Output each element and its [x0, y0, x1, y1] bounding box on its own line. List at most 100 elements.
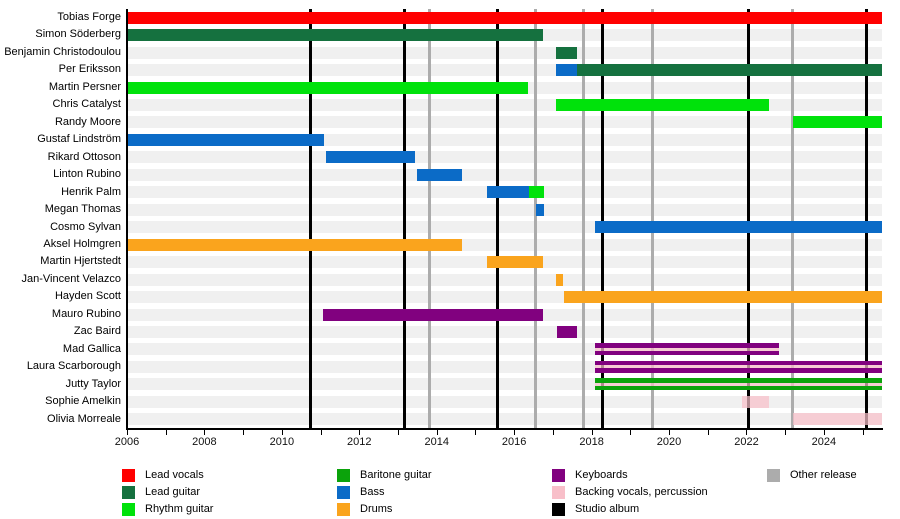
x-tick-label: 2010 [269, 436, 295, 448]
legend-item: Keyboards [552, 467, 708, 484]
legend-swatch-backing [552, 486, 565, 499]
legend-item: Baritone guitar [337, 467, 432, 484]
member-label: Rikard Ottoson [47, 150, 121, 163]
member-label: Mauro Rubino [51, 307, 121, 320]
x-axis-tick [436, 430, 438, 435]
row-band [127, 203, 882, 216]
timeline-bar-drums [555, 273, 563, 286]
x-tick-label: 2006 [114, 436, 140, 448]
timeline-bar-keyboards [595, 368, 882, 373]
x-axis-tick [320, 430, 322, 435]
legend-label: Lead guitar [145, 486, 201, 498]
timeline-bar-rhythm_guitar [792, 116, 882, 129]
x-tick-label: 2008 [192, 436, 217, 448]
legend-swatch-other_release [767, 469, 780, 482]
timeline-bar-keyboards [595, 343, 779, 348]
member-label: Laura Scarborough [26, 360, 121, 373]
other-release-line [791, 9, 795, 429]
legend-label: Bass [360, 486, 385, 498]
timeline-bar-bass [555, 64, 577, 77]
timeline-bar-lead_guitar [555, 46, 577, 59]
x-axis-tick [127, 430, 128, 435]
row-band [127, 325, 882, 338]
timeline-bar-backing [741, 395, 769, 408]
x-tick-label: 2012 [347, 436, 372, 448]
x-axis-tick [475, 430, 477, 435]
timeline-bar-lead_guitar [127, 29, 543, 42]
legend-item: Studio album [552, 501, 708, 518]
timeline-bar-lead_vocals [127, 11, 882, 24]
timeline-bar-rhythm_guitar [127, 81, 529, 94]
other-release-line [427, 9, 431, 429]
legend-label: Keyboards [575, 469, 628, 481]
x-axis-tick [669, 430, 671, 435]
legend-label: Rhythm guitar [145, 503, 214, 515]
legend-swatch-drums [337, 503, 350, 516]
row-band [127, 413, 882, 426]
timeline-bar-keyboards [556, 325, 577, 338]
timeline-bar-keyboards [322, 308, 543, 321]
timeline-bar-stripe-backing [595, 382, 882, 386]
legend-label: Lead vocals [145, 469, 204, 481]
legend-column: Lead vocals Lead guitar Rhythm guitar [122, 467, 213, 518]
member-label: Martin Persner [48, 80, 121, 93]
x-axis-tick [707, 430, 709, 435]
other-release-line [650, 9, 654, 429]
row-band [127, 151, 882, 164]
timeline-bar-rhythm_guitar [528, 186, 544, 199]
member-label: Chris Catalyst [52, 98, 121, 111]
x-axis-tick [204, 430, 206, 435]
timeline-bar-drums [563, 291, 882, 304]
x-tick-label: 2022 [734, 436, 759, 448]
legend-label: Drums [360, 503, 393, 515]
member-label: Simon Söderberg [35, 28, 121, 41]
member-label: Tobias Forge [57, 11, 121, 23]
legend-item: Other release [767, 467, 857, 484]
x-axis-tick [630, 430, 632, 435]
timeline-bar-backing [792, 413, 882, 426]
studio-album-line [495, 9, 499, 429]
timeline-bar-stripe-backing [595, 365, 882, 369]
legend-swatch-lead_vocals [122, 469, 135, 482]
timeline-bar-bass [326, 151, 416, 164]
x-axis-tick [785, 430, 787, 435]
legend-item: Bass [337, 484, 432, 501]
y-axis-line [126, 9, 128, 430]
timeline-bar-rhythm_guitar [555, 99, 769, 112]
member-label: Megan Thomas [44, 203, 121, 216]
studio-album-line [746, 9, 750, 429]
legend-column: Keyboards Backing vocals, percussion Studi… [552, 467, 708, 518]
member-label: Aksel Holmgren [43, 237, 121, 250]
member-label: Mad Gallica [62, 342, 121, 355]
row-band [127, 46, 882, 59]
timeline-bar-bass [127, 133, 325, 146]
legend-swatch-lead_guitar [122, 486, 135, 499]
timeline-bar-baritone_guitar [595, 385, 882, 391]
row-band [127, 168, 882, 181]
x-axis-tick [243, 430, 245, 435]
x-axis-tick [398, 430, 400, 435]
member-label: Jutty Taylor [65, 377, 121, 390]
legend-label: Studio album [575, 503, 640, 515]
row-band [127, 395, 882, 408]
legend-label: Backing vocals, percussion [575, 486, 708, 498]
x-tick-label: 2014 [424, 436, 449, 448]
x-tick-label: 2018 [579, 436, 604, 448]
member-label: Martin Hjertstedt [40, 255, 121, 268]
legend-item: Rhythm guitar [122, 501, 213, 518]
row-band [127, 116, 882, 129]
timeline-bar-keyboards [595, 360, 882, 366]
legend-item: Lead guitar [122, 484, 213, 501]
member-label: Zac Baird [73, 325, 121, 338]
legend-column: Other release [767, 467, 857, 484]
timeline-bar-stripe-backing [595, 347, 779, 351]
timeline-bar-keyboards [595, 350, 779, 356]
member-label: Benjamin Christodoulou [4, 45, 121, 58]
legend-label: Other release [790, 469, 857, 481]
x-tick-label: 2016 [501, 436, 527, 448]
other-release-line [582, 9, 586, 429]
x-axis-tick [552, 430, 554, 435]
legend-item: Drums [337, 501, 432, 518]
timeline-bar-drums [127, 238, 462, 251]
